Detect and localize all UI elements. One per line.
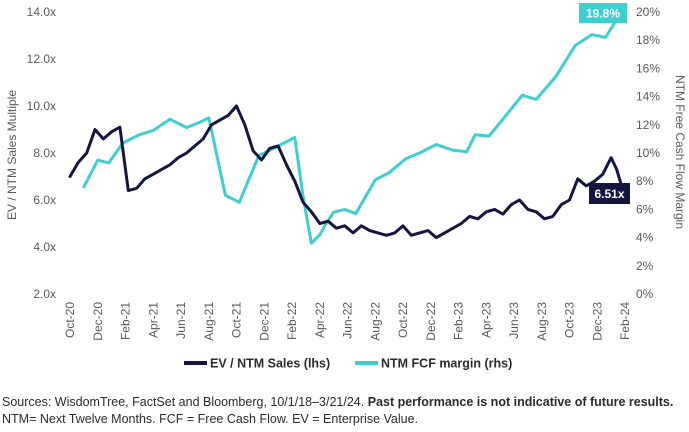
legend: EV / NTM Sales (lhs) NTM FCF margin (rhs…	[184, 357, 512, 371]
x-tick-label: Feb-22	[285, 302, 299, 340]
x-tick-label: Dec-20	[91, 302, 105, 341]
x-tick-label: Dec-21	[257, 302, 271, 341]
x-axis: Oct-20 Dec-20 Feb-21 Apr-21 Jun-21 Aug-21 Oct-…	[63, 302, 632, 341]
right-tick-label: 6%	[636, 202, 654, 216]
x-tick-label: Aug-21	[202, 302, 216, 341]
right-tick-label: 4%	[636, 231, 654, 245]
end-labels: 6.51x 19.8%	[579, 3, 630, 205]
x-tick-label: Dec-22	[424, 302, 438, 341]
x-tick-label: Feb-24	[618, 302, 632, 340]
x-tick-label: Dec-23	[590, 302, 604, 341]
right-tick-label: 16%	[636, 61, 660, 75]
x-tick-label: Aug-22	[368, 302, 382, 341]
legend-label-fcf-margin: NTM FCF margin (rhs)	[381, 357, 512, 371]
x-tick-label: Oct-23	[563, 302, 577, 338]
footer-disclaimer: Past performance is not indicative of fu…	[367, 395, 674, 409]
right-axis-title: NTM Free Cash Flow Margin	[673, 75, 687, 229]
right-tick-label: 10%	[636, 146, 660, 160]
x-tick-label: Oct-21	[230, 302, 244, 338]
right-tick-label: 8%	[636, 174, 654, 188]
plot-area	[68, 13, 624, 245]
x-tick-label: Apr-21	[146, 302, 160, 338]
right-axis: 0% 2% 4% 6% 8% 10% 12% 14% 16% 18% 20%	[636, 5, 660, 301]
left-tick-label: 6.0x	[33, 193, 56, 207]
x-tick-label: Jun-22	[341, 302, 355, 339]
footer-definitions: NTM= Next Twelve Months. FCF = Free Cash…	[2, 412, 419, 426]
x-tick-label: Jun-21	[174, 302, 188, 339]
fcf-margin-end-badge	[579, 3, 627, 23]
right-tick-label: 2%	[636, 259, 654, 273]
x-tick-label: Apr-22	[313, 302, 327, 338]
fcf-margin-end-label: 19.8%	[586, 7, 620, 21]
right-tick-label: 14%	[636, 90, 660, 104]
x-tick-label: Feb-23	[452, 302, 466, 340]
left-tick-label: 14.0x	[27, 5, 56, 19]
fcf-margin-line	[82, 13, 621, 245]
ev-sales-end-badge	[589, 183, 630, 205]
footer-sources-text: Sources: WisdomTree, FactSet and Bloombe…	[2, 395, 368, 409]
x-tick-label: Feb-21	[119, 302, 133, 340]
x-tick-label: Apr-23	[479, 302, 493, 338]
x-tick-label: Jun-23	[507, 302, 521, 339]
x-tick-label: Oct-22	[396, 302, 410, 338]
right-tick-label: 12%	[636, 118, 660, 132]
footer-sources: Sources: WisdomTree, FactSet and Bloombe…	[2, 395, 673, 409]
left-tick-label: 8.0x	[33, 146, 56, 160]
ev-sales-line	[68, 104, 624, 240]
right-tick-label: 18%	[636, 33, 660, 47]
right-tick-label: 20%	[636, 5, 660, 19]
left-tick-label: 12.0x	[27, 52, 56, 66]
legend-label-ev-sales: EV / NTM Sales (lhs)	[210, 357, 330, 371]
x-tick-label: Oct-20	[63, 302, 77, 338]
left-axis: 2.0x 4.0x 6.0x 8.0x 10.0x 12.0x 14.0x	[27, 5, 56, 301]
left-tick-label: 2.0x	[33, 287, 56, 301]
left-tick-label: 4.0x	[33, 240, 56, 254]
x-tick-label: Aug-23	[535, 302, 549, 341]
left-axis-title: EV / NTM Sales Multiple	[5, 90, 19, 220]
left-tick-label: 10.0x	[27, 99, 56, 113]
ev-sales-end-label: 6.51x	[594, 187, 624, 201]
right-tick-label: 0%	[636, 287, 654, 301]
